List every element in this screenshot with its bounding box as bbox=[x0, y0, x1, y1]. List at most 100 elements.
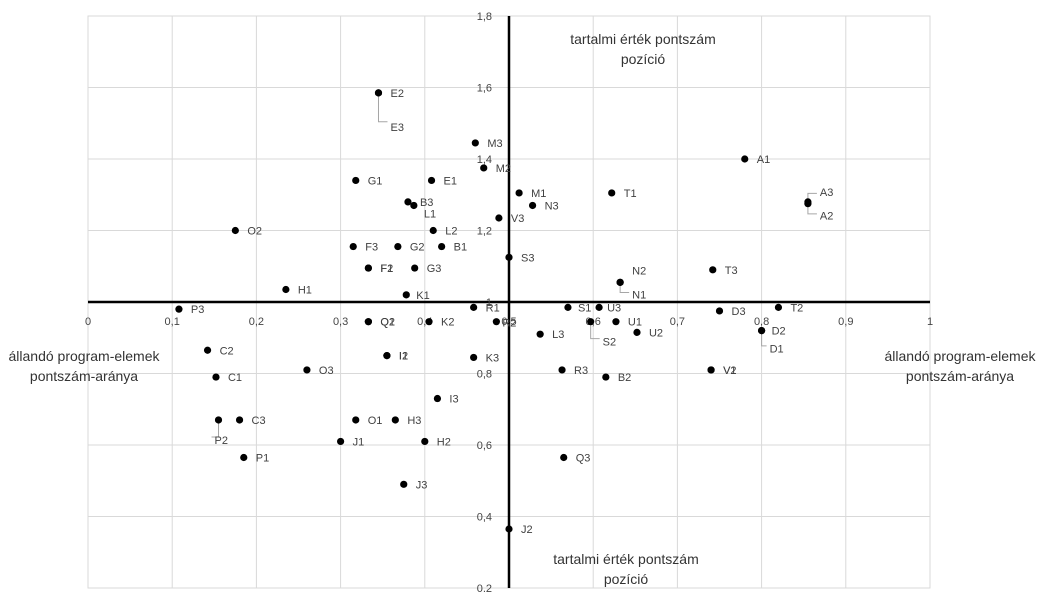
point-I2 bbox=[383, 352, 391, 360]
point-label-O1: O1 bbox=[368, 415, 383, 427]
point-label-C1: C1 bbox=[228, 372, 242, 384]
y-annotation-bottom-line1: tartalmi érték pontszám bbox=[553, 551, 699, 567]
point-label-Q2: Q2 bbox=[380, 317, 395, 329]
point-label-V3: V3 bbox=[511, 213, 524, 225]
point-label-P2: P2 bbox=[215, 435, 228, 447]
point-label-M3: M3 bbox=[487, 138, 502, 150]
y-tick-label: 1,8 bbox=[477, 11, 492, 23]
point-label-C2: C2 bbox=[220, 345, 234, 357]
point-D3 bbox=[715, 307, 724, 315]
point-label-Q3: Q3 bbox=[576, 453, 591, 465]
point-label-H3: H3 bbox=[407, 415, 421, 427]
point-label-D2: D2 bbox=[772, 326, 786, 338]
point-I3 bbox=[433, 394, 442, 403]
point-label-S3: S3 bbox=[521, 252, 534, 264]
point-label-A2: A2 bbox=[820, 211, 833, 223]
point-label-E1: E1 bbox=[444, 175, 457, 187]
point-label-I2: I2 bbox=[399, 351, 408, 363]
point-label-H2: H2 bbox=[437, 436, 451, 448]
point-J1 bbox=[337, 437, 345, 446]
point-U2 bbox=[633, 328, 641, 336]
y-tick-label: 0,4 bbox=[477, 512, 492, 524]
point-label-D1: D1 bbox=[770, 344, 784, 356]
y-tick-label: 0,8 bbox=[477, 369, 492, 381]
point-label-N2: N2 bbox=[632, 265, 646, 277]
axes bbox=[88, 16, 930, 588]
point-label-C3: C3 bbox=[252, 415, 266, 427]
x-tick-label: 0,5 bbox=[501, 316, 516, 328]
point-label-U1: U1 bbox=[628, 317, 642, 329]
point-C1 bbox=[212, 373, 220, 381]
point-label-A3: A3 bbox=[820, 187, 833, 199]
y-tick-label: 1,6 bbox=[477, 83, 492, 95]
y-tick-label: 0,6 bbox=[477, 440, 492, 452]
point-label-T2: T2 bbox=[790, 302, 803, 314]
point-label-E3: E3 bbox=[390, 122, 403, 134]
y-tick-label: 1,2 bbox=[477, 226, 492, 238]
point-label-G3: G3 bbox=[427, 263, 442, 275]
point-Q3 bbox=[560, 453, 568, 462]
point-G3 bbox=[411, 264, 419, 272]
point-label-I3: I3 bbox=[449, 394, 458, 406]
point-C2 bbox=[203, 346, 212, 354]
point-label-A1: A1 bbox=[757, 154, 770, 166]
point-L3 bbox=[536, 330, 544, 338]
point-label-K1: K1 bbox=[416, 290, 429, 302]
x-tick-label: 0,7 bbox=[670, 316, 685, 328]
point-F2 bbox=[364, 264, 372, 272]
point-C3 bbox=[235, 416, 244, 424]
point-label-G1: G1 bbox=[368, 175, 383, 187]
point-B3 bbox=[404, 198, 412, 206]
x-tick-label: 0,1 bbox=[165, 316, 180, 328]
point-label-B1: B1 bbox=[454, 242, 467, 254]
point-K1 bbox=[402, 291, 410, 299]
point-V3 bbox=[495, 214, 503, 222]
point-label-R3: R3 bbox=[574, 365, 588, 377]
point-label-O2: O2 bbox=[247, 226, 262, 238]
point-O1 bbox=[352, 416, 360, 424]
point-U1 bbox=[612, 318, 620, 326]
point-label-U2: U2 bbox=[649, 327, 663, 339]
point-label-D3: D3 bbox=[732, 306, 746, 318]
point-N2 bbox=[616, 278, 624, 286]
point-label-V1: V1 bbox=[723, 365, 736, 377]
point-label-B2: B2 bbox=[618, 372, 631, 384]
point-label-R1: R1 bbox=[486, 302, 500, 314]
point-R2 bbox=[492, 318, 500, 326]
point-label-M1: M1 bbox=[531, 188, 546, 200]
point-A1 bbox=[741, 155, 749, 163]
point-A3 bbox=[804, 198, 812, 206]
x-annotation-left-line2: pontszám-aránya bbox=[30, 368, 138, 384]
point-Q2 bbox=[364, 318, 372, 326]
point-label-N1: N1 bbox=[632, 289, 646, 301]
point-label-F2: F2 bbox=[380, 263, 393, 275]
point-E3 bbox=[374, 89, 383, 97]
point-V2 bbox=[707, 366, 715, 374]
point-label-I1: I1 bbox=[399, 351, 408, 363]
x-tick-label: 0,8 bbox=[754, 316, 769, 328]
point-label-S1: S1 bbox=[578, 302, 591, 314]
point-F3 bbox=[349, 242, 357, 251]
x-annotation-right-line2: pontszám-aránya bbox=[906, 368, 1014, 384]
point-label-E2: E2 bbox=[390, 88, 403, 100]
point-H3 bbox=[391, 416, 399, 424]
point-label-T3: T3 bbox=[725, 265, 738, 277]
y-annotation-top-line1: tartalmi érték pontszám bbox=[570, 31, 716, 47]
point-label-R2: R2 bbox=[502, 318, 516, 330]
point-M3 bbox=[471, 139, 479, 147]
point-S3 bbox=[505, 253, 513, 261]
x-tick-label: 0 bbox=[85, 316, 91, 328]
point-M1 bbox=[515, 189, 523, 197]
point-T2 bbox=[774, 303, 783, 311]
x-tick-label: 0,3 bbox=[333, 316, 348, 328]
x-tick-label: 0,2 bbox=[249, 316, 264, 328]
leader-E3 bbox=[377, 92, 388, 123]
y-tick-label: 1,4 bbox=[477, 154, 492, 166]
point-H1 bbox=[282, 285, 290, 294]
x-tick-label: 1 bbox=[927, 316, 933, 328]
point-label-H1: H1 bbox=[298, 284, 312, 296]
point-label-N3: N3 bbox=[545, 200, 559, 212]
x-annotation-right-line1: állandó program-elemek bbox=[885, 348, 1037, 364]
leader-D1 bbox=[761, 330, 767, 347]
